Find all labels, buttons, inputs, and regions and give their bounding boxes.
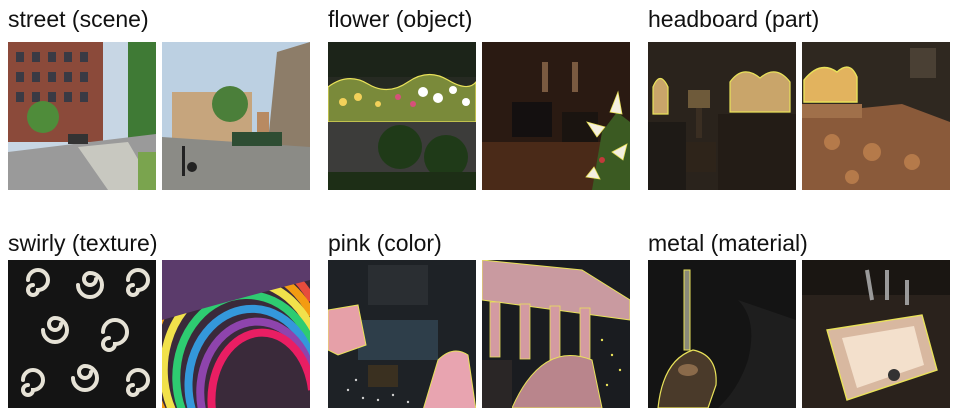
swirly-image-2 — [162, 260, 310, 408]
panel-label: street (scene) — [8, 6, 149, 32]
panel-label: headboard (part) — [648, 6, 820, 32]
swirly-image-1 — [8, 260, 156, 408]
headboard-image-2 — [802, 42, 950, 190]
panel-street: street (scene) — [8, 6, 318, 196]
metal-image-2 — [802, 260, 950, 408]
panel-label: swirly (texture) — [8, 230, 158, 256]
panel-headboard: headboard (part) — [648, 6, 958, 196]
panel-flower: flower (object) — [328, 6, 638, 196]
pink-image-1 — [328, 260, 476, 408]
panel-label: metal (material) — [648, 230, 808, 256]
street-image-1 — [8, 42, 156, 190]
flower-image-1 — [328, 42, 476, 190]
headboard-image-1 — [648, 42, 796, 190]
panel-label: flower (object) — [328, 6, 473, 32]
panel-label: pink (color) — [328, 230, 442, 256]
panel-pink: pink (color) — [328, 230, 638, 418]
pink-image-2 — [482, 260, 630, 408]
panel-metal: metal (material) — [648, 230, 958, 418]
street-image-2 — [162, 42, 310, 190]
flower-image-2 — [482, 42, 630, 190]
panel-swirly: swirly (texture) — [8, 230, 318, 418]
metal-image-1 — [648, 260, 796, 408]
